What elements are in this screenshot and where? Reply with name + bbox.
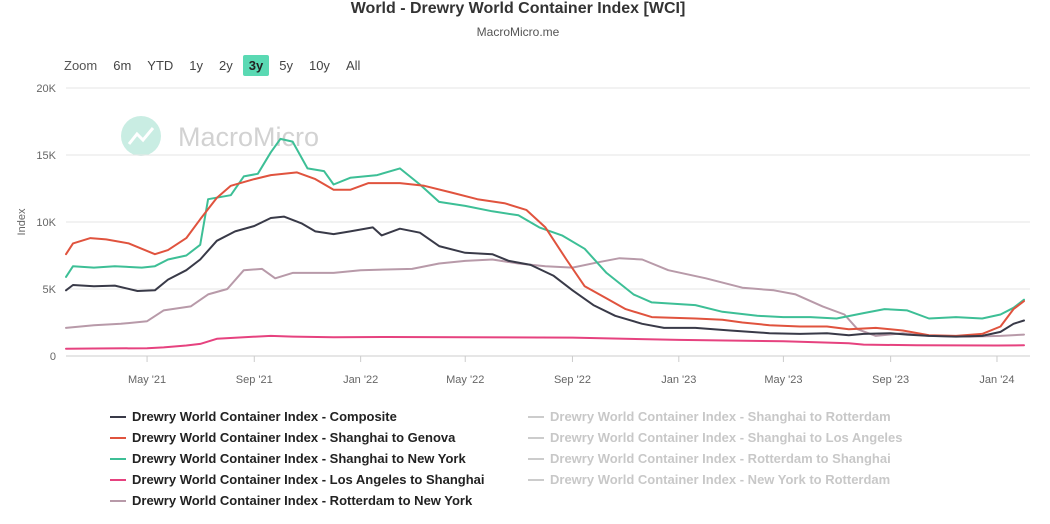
legend-item[interactable]: Drewry World Container Index - Shanghai … bbox=[110, 448, 485, 469]
legend-swatch bbox=[110, 415, 126, 418]
legend-swatch bbox=[110, 478, 126, 481]
legend-item[interactable]: Drewry World Container Index - Shanghai … bbox=[528, 406, 903, 427]
x-tick-label: Sep '23 bbox=[872, 374, 909, 386]
legend-swatch bbox=[528, 457, 544, 460]
legend-label: Drewry World Container Index - Rotterdam… bbox=[550, 451, 891, 466]
series-line-genova bbox=[65, 171, 1025, 337]
watermark-logo: MacroMicro bbox=[121, 116, 319, 156]
series-line-composite bbox=[65, 215, 1025, 338]
legend-swatch bbox=[110, 436, 126, 439]
series-line-lashanghai bbox=[65, 334, 1025, 350]
legend-swatch bbox=[528, 415, 544, 418]
x-tick-label: May '22 bbox=[446, 374, 484, 386]
legend-label: Drewry World Container Index - Rotterdam… bbox=[132, 493, 473, 508]
chart-subtitle: MacroMicro.me bbox=[476, 25, 560, 39]
chart-svg: MacroMicro 0 5K 10K 15K 20K May '21 Sep '21 Jan … bbox=[16, 83, 1030, 386]
legend-item[interactable]: Drewry World Container Index - Shanghai … bbox=[110, 427, 485, 448]
range-button-1y[interactable]: 1y bbox=[189, 57, 204, 73]
y-tick-label: 0 bbox=[50, 351, 56, 363]
y-tick-label: 20K bbox=[36, 83, 56, 95]
watermark-text: MacroMicro bbox=[178, 122, 319, 152]
x-tick-label: Jan '24 bbox=[979, 374, 1014, 386]
x-tick-label: May '23 bbox=[764, 374, 802, 386]
legend-item[interactable]: Drewry World Container Index - Rotterdam… bbox=[110, 490, 485, 511]
legend-item[interactable]: Drewry World Container Index - New York … bbox=[528, 469, 903, 490]
legend-label: Drewry World Container Index - Shanghai … bbox=[550, 409, 891, 424]
legend-swatch bbox=[110, 499, 126, 502]
range-button-all[interactable]: All bbox=[345, 57, 361, 73]
legend-left-column: Drewry World Container Index - Composite… bbox=[110, 406, 485, 511]
x-tick-label: Sep '21 bbox=[236, 374, 273, 386]
series-line-rotterdam-ny bbox=[65, 257, 1025, 338]
x-tick-label: Jan '22 bbox=[343, 374, 378, 386]
legend-label: Drewry World Container Index - Shanghai … bbox=[132, 451, 466, 466]
watermark-trend-icon bbox=[127, 127, 155, 145]
legend-swatch bbox=[528, 478, 544, 481]
x-tick-label: Sep '22 bbox=[554, 374, 591, 386]
legend-item[interactable]: Drewry World Container Index - Los Angel… bbox=[110, 469, 485, 490]
legend-item[interactable]: Drewry World Container Index - Composite bbox=[110, 406, 485, 427]
legend-right-column: Drewry World Container Index - Shanghai … bbox=[528, 406, 903, 490]
range-button-ytd[interactable]: YTD bbox=[147, 57, 174, 73]
x-tick-label: May '21 bbox=[128, 374, 166, 386]
legend-label: Drewry World Container Index - Shanghai … bbox=[550, 430, 903, 445]
legend-label: Drewry World Container Index - Composite bbox=[132, 409, 397, 424]
legend-swatch bbox=[528, 436, 544, 439]
y-axis-title: Index bbox=[16, 208, 28, 235]
y-tick-label: 10K bbox=[36, 217, 56, 229]
legend-label: Drewry World Container Index - Los Angel… bbox=[132, 472, 485, 487]
range-button-2y[interactable]: 2y bbox=[219, 57, 233, 73]
range-button-6m[interactable]: 6m bbox=[113, 57, 132, 73]
range-button-3y[interactable]: 3y bbox=[242, 54, 270, 76]
zoom-label: Zoom bbox=[64, 57, 98, 73]
legend-label: Drewry World Container Index - New York … bbox=[550, 472, 891, 487]
x-tick-label: Jan '23 bbox=[661, 374, 696, 386]
series-line-newyork bbox=[65, 137, 1025, 320]
legend-item[interactable]: Drewry World Container Index - Shanghai … bbox=[528, 427, 903, 448]
range-selector: Zoom 6m YTD 1y 2y 3y 5y 10y All bbox=[64, 53, 370, 77]
legend-label: Drewry World Container Index - Shanghai … bbox=[132, 430, 456, 445]
legend-swatch bbox=[110, 457, 126, 460]
range-button-10y[interactable]: 10y bbox=[308, 57, 330, 73]
y-tick-label: 5K bbox=[43, 284, 57, 296]
y-tick-label: 15K bbox=[36, 150, 56, 162]
chart-title: World - Drewry World Container Index [WC… bbox=[350, 0, 686, 17]
legend-item[interactable]: Drewry World Container Index - Rotterdam… bbox=[528, 448, 903, 469]
range-button-5y[interactable]: 5y bbox=[279, 57, 293, 73]
